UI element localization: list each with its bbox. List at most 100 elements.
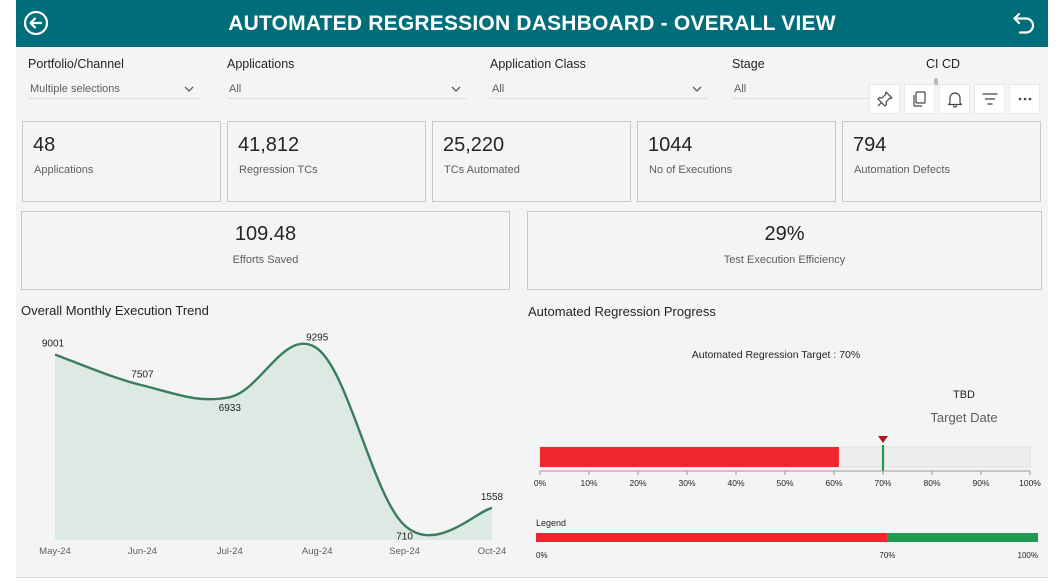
- cicd-slicer-fragment: ll: [934, 77, 938, 87]
- kpi-value: 794: [853, 134, 887, 156]
- page-title: AUTOMATED REGRESSION DASHBOARD - OVERALL…: [228, 12, 836, 35]
- trend-data-label: 7507: [131, 369, 154, 380]
- filter-label: CI CD: [926, 57, 961, 71]
- filter-dropdown[interactable]: All: [732, 79, 872, 99]
- progress-tick-label: 20%: [629, 478, 646, 488]
- progress-tick-label: 50%: [776, 478, 793, 488]
- kpi-caption: No of Executions: [649, 164, 733, 176]
- pin-visual-button[interactable]: [869, 84, 900, 114]
- trend-area-layer: [54, 342, 493, 540]
- progress-tick-label: 60%: [825, 478, 842, 488]
- execution-trend-chart[interactable]: 9001 7507 6933 9295 710 1558 May-24 Jun-24 Jul-…: [32, 318, 522, 562]
- kpi-value: 1044: [648, 134, 693, 156]
- progress-bar-actual: [540, 447, 839, 467]
- kpi-value: 29%: [764, 223, 805, 245]
- legend-title: Legend: [536, 518, 566, 528]
- kpi-value: 109.48: [234, 223, 297, 245]
- filter-value: All: [734, 83, 747, 95]
- regression-progress-chart[interactable]: Automated Regression Target : 70% TBD Ta…: [526, 318, 1056, 573]
- progress-tick-label: 90%: [972, 478, 989, 488]
- kpi-card-executions[interactable]: 1044 No of Executions: [637, 121, 836, 202]
- progress-tick-label: 10%: [580, 478, 597, 488]
- alert-button[interactable]: [939, 84, 970, 114]
- filter-ci-cd: CI CD ll: [926, 57, 1036, 87]
- target-marker-triangle: [878, 436, 888, 443]
- trend-chart-title: Overall Monthly Execution Trend: [21, 303, 209, 318]
- filter-application-class: Application Class All: [490, 57, 708, 99]
- kpi-card-test-execution-efficiency[interactable]: 29% Test Execution Efficiency: [527, 211, 1042, 290]
- trend-x-tick-label: Oct-24: [478, 546, 507, 557]
- progress-tick-label: 0%: [534, 478, 547, 488]
- filter-visual-button[interactable]: [974, 84, 1005, 114]
- trend-x-tick-label: Jun-24: [128, 546, 157, 557]
- filter-value: Multiple selections: [30, 83, 120, 95]
- kpi-value: 41,812: [238, 134, 300, 156]
- legend-tick-0: 0%: [536, 551, 548, 560]
- undo-arrow-icon[interactable]: [1010, 9, 1038, 37]
- copy-icon: [912, 91, 926, 107]
- progress-tick-label: 40%: [727, 478, 744, 488]
- kpi-caption: Efforts Saved: [232, 254, 299, 266]
- kpi-value: 48: [33, 134, 56, 156]
- kpi-value: 25,220: [443, 134, 505, 156]
- back-arrow-circle-icon[interactable]: [22, 9, 50, 37]
- progress-tick-label: 30%: [678, 478, 695, 488]
- target-label: Automated Regression Target : 70%: [692, 349, 861, 361]
- progress-tick-label: 100%: [1019, 478, 1041, 488]
- visual-header-toolbar: [869, 84, 1045, 114]
- report-canvas: AUTOMATED REGRESSION DASHBOARD - OVERALL…: [16, 0, 1048, 578]
- trend-x-tick-label: Jul-24: [217, 546, 243, 557]
- kpi-caption: Test Execution Efficiency: [723, 254, 846, 266]
- target-date-caption: Target Date: [930, 410, 997, 425]
- kpi-card-efforts-saved[interactable]: 109.48 Efforts Saved: [21, 211, 510, 290]
- header-bar: AUTOMATED REGRESSION DASHBOARD - OVERALL…: [16, 0, 1048, 47]
- trend-data-label: 9295: [306, 333, 329, 344]
- filter-icon: [981, 93, 998, 105]
- chevron-down-icon: [451, 86, 461, 92]
- filter-dropdown[interactable]: All: [227, 79, 467, 99]
- filter-dropdown[interactable]: Multiple selections: [28, 79, 200, 99]
- trend-x-tick-label: May-24: [39, 546, 71, 557]
- chevron-down-icon: [692, 86, 702, 92]
- trend-axis-layer: May-24 Jun-24 Jul-24 Aug-24 Sep-24 Oct-24: [39, 546, 506, 557]
- trend-series-line: [54, 342, 493, 537]
- filter-applications: Applications All: [227, 57, 467, 99]
- progress-tick-label: 70%: [874, 478, 891, 488]
- trend-data-label: 9001: [42, 339, 65, 350]
- trend-label-layer: 9001 7507 6933 9295 710 1558: [42, 333, 504, 543]
- chevron-down-icon: [184, 86, 194, 92]
- trend-x-tick-label: Aug-24: [302, 546, 333, 557]
- trend-x-tick-label: Sep-24: [389, 546, 420, 557]
- pin-icon: [876, 91, 893, 107]
- trend-area-fill: [55, 343, 492, 540]
- filter-label: Applications: [227, 57, 295, 71]
- bell-icon: [947, 92, 962, 108]
- legend-tick-100: 100%: [1018, 551, 1038, 560]
- kpi-caption: TCs Automated: [444, 164, 520, 176]
- filter-label: Stage: [732, 57, 765, 71]
- kpi-card-regression-tcs[interactable]: 41,812 Regression TCs: [227, 121, 426, 202]
- kpi-caption: Applications: [34, 164, 94, 176]
- target-date-value: TBD: [953, 389, 975, 401]
- filter-portfolio-channel: Portfolio/Channel Multiple selections: [28, 57, 200, 99]
- filter-dropdown[interactable]: All: [490, 79, 708, 99]
- filter-label: Portfolio/Channel: [28, 57, 124, 71]
- more-options-icon: [1018, 97, 1031, 101]
- legend-tick-70: 70%: [879, 551, 895, 560]
- trend-data-label: 1558: [481, 492, 504, 503]
- progress-tick-label: 80%: [923, 478, 940, 488]
- copy-visual-button[interactable]: [904, 84, 935, 114]
- progress-chart-title: Automated Regression Progress: [528, 304, 716, 319]
- filter-label: Application Class: [490, 57, 586, 71]
- trend-data-label: 6933: [219, 403, 242, 414]
- progress-layer: 0% 10% 20% 30% 40% 50% 60% 70% 80% 90% 100%: [534, 436, 1041, 488]
- trend-data-label: 710: [396, 531, 413, 542]
- legend-red-segment: [536, 533, 888, 542]
- filter-value: All: [492, 83, 505, 95]
- more-options-button[interactable]: [1009, 84, 1040, 114]
- kpi-card-automation-defects[interactable]: 794 Automation Defects: [842, 121, 1041, 202]
- filter-stage: Stage All: [732, 57, 872, 99]
- kpi-card-applications[interactable]: 48 Applications: [22, 121, 221, 202]
- kpi-card-tcs-automated[interactable]: 25,220 TCs Automated: [432, 121, 631, 202]
- filter-value: All: [229, 83, 242, 95]
